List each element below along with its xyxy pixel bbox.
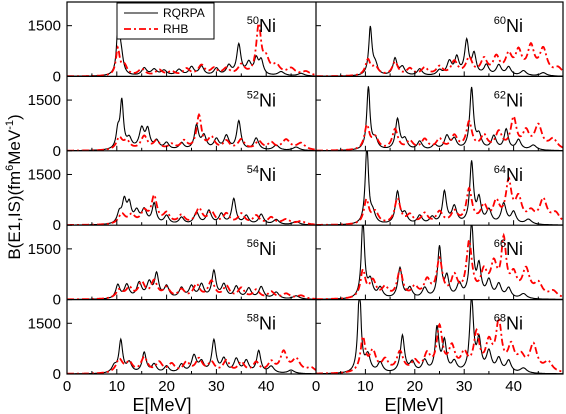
nucleus-label-ni-68: 68Ni <box>494 313 523 334</box>
axis-ticks: 0 1500 0 1500 0 1500 0 1500 0 1500 0 10 20 30 40 0 10 20 3… <box>28 18 539 395</box>
y-tick-label: 1500 <box>28 241 61 258</box>
x-tick-label: 0 <box>312 378 320 395</box>
series-rqrpa-ni-64 <box>316 150 563 226</box>
x-tick-label: 40 <box>258 378 275 395</box>
legend-label-rqrpa: RQRPA <box>163 6 205 20</box>
series-rhb-ni-66 <box>316 232 563 300</box>
nucleus-label-ni-66: 66Ni <box>494 238 523 259</box>
y-tick-label: 1500 <box>28 18 61 35</box>
nucleus-label-ni-54: 54Ni <box>247 164 276 185</box>
series-rhb-ni-64 <box>316 175 563 226</box>
panel-ni-56: 56Ni <box>67 238 316 300</box>
series-rqrpa-ni-54 <box>67 195 316 226</box>
x-axis-label-right: E[MeV] <box>384 395 443 414</box>
y-tick-label: 0 <box>53 366 61 383</box>
panel-ni-50: 50Ni <box>67 13 316 77</box>
panel-frame <box>66 1 564 375</box>
x-tick-label: 30 <box>208 378 225 395</box>
y-tick-label: 0 <box>53 143 61 160</box>
nucleus-label-ni-60: 60Ni <box>494 15 523 36</box>
panel-ni-64: 64Ni <box>316 150 563 226</box>
panel-ni-62: 62Ni <box>316 86 563 151</box>
series-rhb-ni-58 <box>67 349 316 375</box>
legend-label-rhb: RHB <box>163 22 188 36</box>
nucleus-label-ni-64: 64Ni <box>494 164 523 185</box>
panel-ni-66: 66Ni <box>316 225 563 300</box>
x-tick-label: 10 <box>357 378 374 395</box>
nucleus-label-ni-52: 52Ni <box>247 89 276 110</box>
x-tick-label: 30 <box>456 378 473 395</box>
series-rhb-ni-52 <box>67 112 316 151</box>
y-axis-label: B(E1,IS)(fm6MeV-1) <box>4 114 24 259</box>
x-tick-label: 20 <box>158 378 175 395</box>
nucleus-label-ni-56: 56Ni <box>247 238 276 259</box>
nucleus-label-ni-58: 58Ni <box>247 313 276 334</box>
x-tick-label: 0 <box>63 378 71 395</box>
x-tick-label: 40 <box>505 378 522 395</box>
series-rqrpa-ni-58 <box>67 337 316 375</box>
series-rqrpa-ni-62 <box>316 86 563 151</box>
series-rhb-ni-60 <box>316 41 563 77</box>
panel-ni-54: 54Ni <box>67 164 316 226</box>
y-tick-label: 1500 <box>28 92 61 109</box>
series-rhb-ni-54 <box>67 193 316 226</box>
y-tick-label: 0 <box>53 217 61 234</box>
series-rqrpa-ni-68 <box>316 299 563 375</box>
x-tick-label: 10 <box>108 378 125 395</box>
series-rhb-ni-68 <box>316 316 563 375</box>
panels: 50Ni 60Ni 52Ni 62Ni 54Ni 64Ni 56Ni 66Ni 58Ni 68Ni <box>67 13 563 375</box>
panel-ni-58: 58Ni <box>67 313 316 375</box>
series-rhb-ni-62 <box>316 114 563 151</box>
panel-ni-52: 52Ni <box>67 89 316 151</box>
series-rhb-ni-50 <box>67 20 316 77</box>
series-rqrpa-ni-60 <box>316 25 563 77</box>
y-tick-label: 1500 <box>28 315 61 332</box>
series-rqrpa-ni-66 <box>316 225 563 300</box>
y-tick-label: 0 <box>53 292 61 309</box>
x-axis-label-left: E[MeV] <box>132 395 191 414</box>
series-rqrpa-ni-56 <box>67 268 316 300</box>
nucleus-label-ni-50: 50Ni <box>247 15 276 36</box>
panel-ni-60: 60Ni <box>316 15 563 77</box>
nucleus-label-ni-62: 62Ni <box>494 89 523 110</box>
x-tick-label: 20 <box>406 378 423 395</box>
series-rhb-ni-56 <box>67 278 316 300</box>
panel-ni-68: 68Ni <box>316 299 563 375</box>
y-tick-label: 1500 <box>28 166 61 183</box>
y-tick-label: 0 <box>53 68 61 85</box>
legend: RQRPA RHB <box>116 2 215 40</box>
